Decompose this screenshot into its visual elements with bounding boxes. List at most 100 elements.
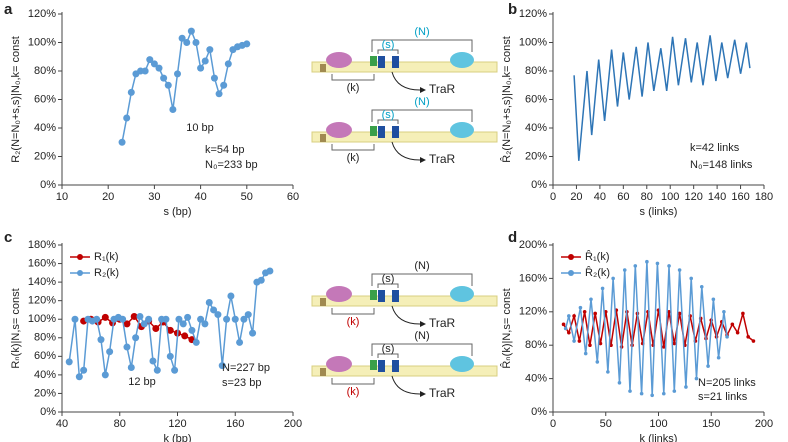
box <box>320 64 326 72</box>
rnap2 <box>450 122 474 138</box>
marker <box>567 330 571 335</box>
marker <box>243 40 251 48</box>
box <box>320 134 326 142</box>
marker <box>184 313 192 321</box>
marker <box>677 268 682 272</box>
marker <box>181 332 189 340</box>
n-label: (N) <box>414 260 429 272</box>
rnap <box>326 122 352 138</box>
y-tick-label: 100% <box>28 36 56 48</box>
x-axis-label: s (bp) <box>163 206 191 218</box>
marker <box>563 326 568 331</box>
panel-label: b <box>508 1 517 18</box>
tf-green <box>370 126 377 136</box>
x-tick-label: 100 <box>649 418 667 430</box>
marker <box>725 335 729 339</box>
marker <box>166 326 174 334</box>
x-tick-label: 50 <box>600 418 612 430</box>
marker <box>583 351 588 356</box>
annotation: k=42 links <box>690 142 740 154</box>
panel-label: c <box>4 229 12 246</box>
marker <box>244 311 252 319</box>
x-tick-label: 180 <box>755 191 773 203</box>
x-tick-label: 10 <box>56 191 68 203</box>
rnap <box>326 286 352 302</box>
marker <box>123 343 131 351</box>
marker <box>160 74 168 82</box>
marker <box>205 299 213 307</box>
n-label: (N) <box>414 26 429 38</box>
tf-blue2 <box>392 126 399 138</box>
annotation: s=21 links <box>698 391 748 403</box>
annotation: N=227 bp <box>222 362 270 374</box>
marker <box>214 311 222 319</box>
arrow-head <box>420 157 426 163</box>
marker <box>187 27 195 35</box>
marker <box>257 276 265 284</box>
marker <box>588 343 592 348</box>
marker <box>65 358 73 366</box>
marker <box>132 334 140 342</box>
x-tick-label: 40 <box>56 418 68 430</box>
marker <box>582 310 587 314</box>
arrow-head <box>420 321 426 327</box>
marker <box>741 311 745 316</box>
y-tick-label: 180% <box>28 239 56 251</box>
marker <box>633 264 638 268</box>
marker <box>149 357 157 365</box>
legend-marker <box>77 254 83 260</box>
legend-marker <box>568 254 574 260</box>
marker <box>101 313 109 321</box>
tf-green <box>370 290 377 300</box>
series-line <box>83 315 193 341</box>
dna-bar <box>311 131 498 143</box>
s-label: (s) <box>382 39 395 51</box>
y-axis-label: Rₙ(k)|N,s= const <box>10 288 22 368</box>
x-axis-label: s (links) <box>640 206 678 218</box>
legend-label: R₂(k) <box>94 267 119 279</box>
y-tick-label: 120% <box>28 295 56 307</box>
marker <box>593 311 597 316</box>
marker <box>127 363 135 371</box>
marker <box>711 297 716 302</box>
tf-green <box>370 360 377 370</box>
product-label: TraR <box>429 386 456 400</box>
marker <box>153 366 161 374</box>
product-label: TraR <box>429 316 456 330</box>
marker <box>598 341 603 346</box>
marker <box>141 67 149 75</box>
y-tick-label: 60% <box>525 93 547 105</box>
series-line <box>121 29 248 143</box>
x-tick-label: 120 <box>684 191 702 203</box>
y-tick-label: 80% <box>525 65 547 77</box>
marker <box>150 60 158 68</box>
x-tick-label: 80 <box>641 191 653 203</box>
annotation: 10 bp <box>186 122 214 134</box>
x-tick-label: 40 <box>194 191 206 203</box>
arrow <box>391 375 421 395</box>
k-bracket <box>331 144 375 151</box>
marker <box>650 393 654 398</box>
marker <box>730 322 735 327</box>
y-tick-label: 80% <box>34 332 56 344</box>
k-bracket <box>331 378 375 385</box>
marker <box>171 366 179 374</box>
marker <box>97 336 105 344</box>
x-tick-label: 200 <box>284 418 302 430</box>
x-axis-label: k (bp) <box>163 433 191 442</box>
marker <box>206 46 214 54</box>
marker <box>661 345 666 349</box>
n-label: (N) <box>414 330 429 342</box>
marker <box>210 306 218 314</box>
y-tick-label: 160% <box>28 257 56 269</box>
x-tick-label: 30 <box>148 191 160 203</box>
marker <box>751 339 756 343</box>
n-bracket <box>371 343 473 356</box>
y-tick-label: 120% <box>28 8 56 20</box>
y-tick-label: 40% <box>34 122 56 134</box>
annotation: s=23 bp <box>222 377 261 389</box>
marker <box>689 276 694 281</box>
x-tick-label: 100 <box>661 191 679 203</box>
box <box>320 368 326 376</box>
